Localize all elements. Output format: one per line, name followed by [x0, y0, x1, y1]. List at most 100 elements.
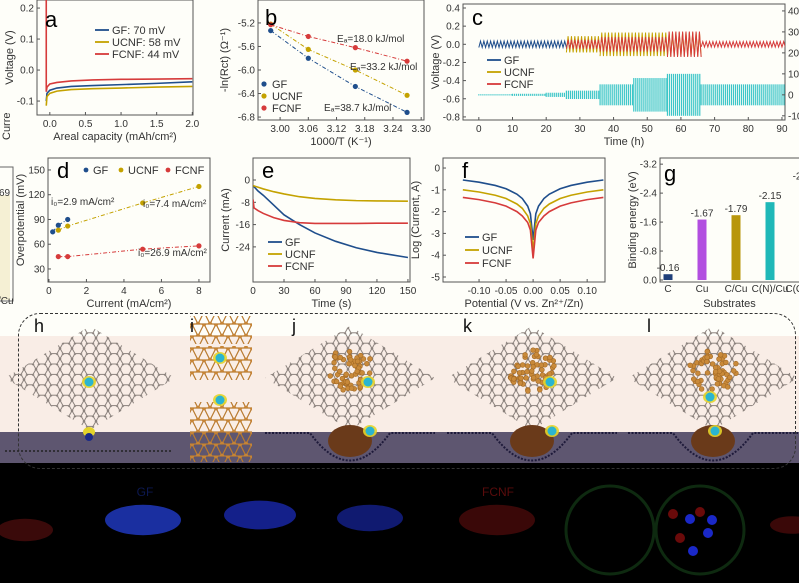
x-tick-label: 0 [250, 286, 256, 297]
data-point-GF [352, 83, 358, 90]
chart-c: 0 10 20 30 40 50 60 70 80 90 0.4 0.2 0.0 -0.2 -0.4 -0.6… [430, 3, 799, 148]
x-tick-label: 3.12 [327, 124, 347, 135]
x-tick-label: 0.5 [78, 119, 92, 130]
y-tick-label: -6.0 [238, 66, 256, 77]
bar-value-label: -0.16 [657, 263, 680, 274]
x-tick-label: 90 [340, 286, 352, 297]
cu-atom [709, 361, 716, 367]
category-label: C/Cu [725, 284, 748, 295]
y-tick-label: -2.4 [640, 189, 658, 200]
cu-atom [518, 375, 524, 381]
category-label: C(O)/Cu [785, 284, 799, 295]
zn-atom [215, 353, 225, 363]
cu-cluster-side-view [691, 425, 735, 457]
x-axis-label: Areal capacity (mAh/cm²) [53, 131, 176, 143]
zn-atom [363, 377, 373, 387]
y2-tick-label: 20 [788, 48, 799, 59]
legend-label: GF [93, 165, 109, 177]
y-axis-label: Overpotential (mV) [15, 174, 27, 266]
x-tick-label: 4 [121, 286, 127, 297]
x-axis-label: Time (h) [604, 136, 645, 148]
y-tick-label: 0.2 [446, 22, 460, 33]
cu-atom [511, 376, 517, 382]
cropped-category-label: /Cu [0, 296, 14, 307]
y-tick-label: -0.6 [443, 94, 461, 105]
x-tick-label: 30 [574, 124, 586, 135]
y-tick-label: -2 [431, 207, 440, 218]
fit-line-UCNF [58, 185, 200, 231]
legend-label: FCNF [175, 165, 205, 177]
cu-atom [690, 376, 697, 382]
zn-atom [545, 377, 555, 387]
ion-particle [688, 546, 698, 556]
y-tick-label: -5.2 [238, 18, 256, 29]
legend-label: UCNF [504, 67, 535, 79]
cu-atom [524, 363, 531, 369]
data-point-GF [268, 27, 274, 34]
cu-atom [337, 354, 344, 361]
x-tick-label: 40 [608, 124, 620, 135]
y-tick-label: -5 [431, 272, 440, 283]
category-label: C(N)/Cu [752, 284, 789, 295]
cu-atom [354, 358, 361, 365]
y-tick-label: 30 [34, 264, 46, 275]
cu-atom [343, 371, 349, 378]
x-tick-label: 80 [743, 124, 755, 135]
cu-atom [332, 365, 338, 372]
cu-atom [704, 370, 711, 376]
photo-panel-background [160, 463, 799, 481]
bar-value-label: -1.67 [691, 209, 714, 220]
x-tick-label: 3.18 [355, 124, 375, 135]
legend-label: GF: 70 mV [112, 25, 166, 37]
cu-atom [535, 378, 541, 384]
x-tick-label: 3.30 [411, 124, 431, 135]
cu-atom [712, 369, 719, 375]
data-point-UCNF [55, 227, 61, 233]
voltage-series-GF [478, 39, 574, 50]
x-tick-label: 10 [507, 124, 519, 135]
panel-letter-j: j [291, 316, 296, 336]
x-tick-label: 1.5 [150, 119, 164, 130]
series-line-FCNF [462, 196, 604, 259]
y-tick-label: -16 [236, 220, 251, 231]
y-tick-label: 0.0 [643, 276, 657, 287]
cu-atom [724, 384, 731, 390]
x-tick-label: 0 [46, 286, 52, 297]
data-point-GF [50, 229, 56, 235]
data-point-FCNF [352, 45, 358, 51]
zn-atom [547, 426, 557, 436]
cu-atom [727, 374, 733, 381]
data-point-GF [65, 216, 71, 223]
series-line-GF [45, 81, 193, 102]
cu-atom [357, 352, 364, 359]
panel-letter-d: d [57, 158, 69, 183]
series-line-FCNF [253, 199, 408, 225]
legend-swatch [261, 105, 267, 111]
y-tick-label: -0.4 [443, 76, 461, 87]
x-tick-label: 0.0 [43, 119, 57, 130]
curved-graphene-side-view [628, 432, 798, 462]
cu-atom [695, 370, 701, 376]
y-tick-label: -1 [431, 185, 440, 196]
x-tick-label: 30 [278, 286, 290, 297]
x-tick-label: 60 [675, 124, 687, 135]
cu-atom [695, 378, 701, 385]
cu-atom [523, 375, 529, 381]
cu-atom [344, 379, 351, 385]
x-axis-label: Potential (V vs. Zn²⁺/Zn) [465, 298, 584, 310]
photo-label-gf: GF [137, 485, 154, 499]
plot-frame [442, 157, 606, 283]
cu-atom [360, 356, 367, 362]
x-tick-label: 3.06 [299, 124, 319, 135]
cu-atom [511, 368, 517, 375]
x-tick-label: 1.0 [114, 119, 128, 130]
cu-atom [690, 367, 696, 374]
x-tick-label: 6 [159, 286, 165, 297]
cu-atom [698, 386, 705, 392]
y-axis-label: Current (mA) [220, 188, 232, 252]
legend-label: FCNF [272, 103, 302, 115]
plot-frame [257, 0, 425, 121]
x-tick-label: -0.10 [468, 286, 491, 297]
y2-tick-label: 0 [788, 90, 794, 101]
x-tick-label: 2.0 [185, 119, 199, 130]
